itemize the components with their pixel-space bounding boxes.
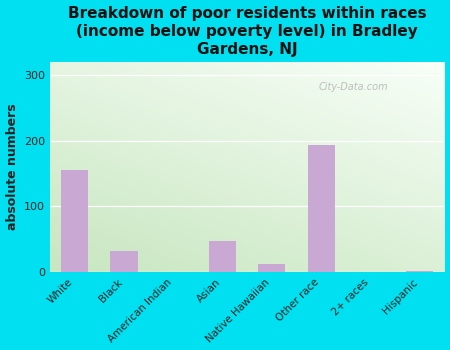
Title: Breakdown of poor residents within races
(income below poverty level) in Bradley: Breakdown of poor residents within races… [68, 6, 427, 57]
Y-axis label: absolute numbers: absolute numbers [5, 104, 18, 230]
Bar [406, 271, 433, 272]
Bar [308, 145, 335, 272]
Bar [209, 241, 236, 272]
Bar [258, 264, 285, 272]
Bar [111, 251, 138, 272]
Text: City-Data.com: City-Data.com [319, 82, 388, 92]
Bar [61, 170, 88, 272]
